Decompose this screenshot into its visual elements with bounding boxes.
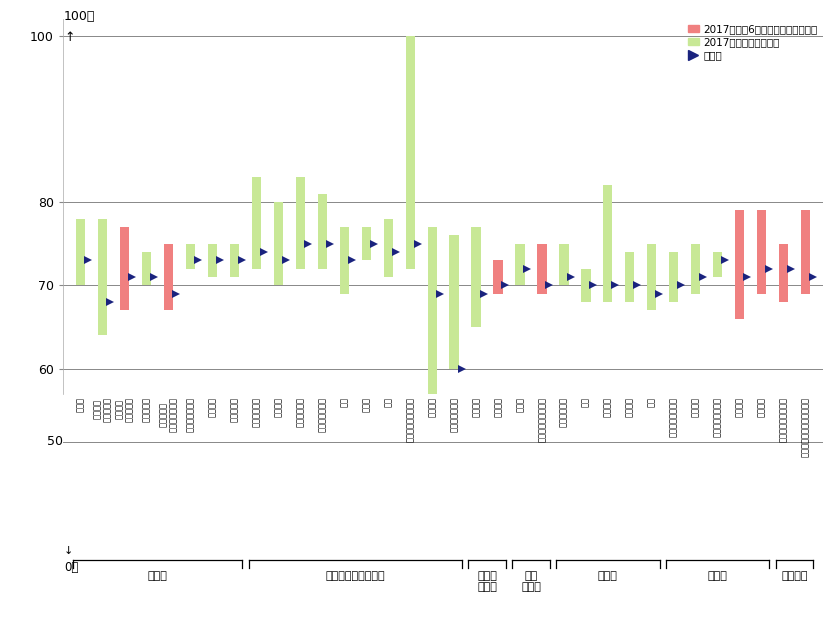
Text: コンビニ
エンストア: コンビニ エンストア <box>115 397 134 422</box>
Text: 各種専門店: 各種専門店 <box>230 397 239 422</box>
Bar <box>449 236 459 369</box>
Text: 通信・
物流系: 通信・ 物流系 <box>477 571 497 592</box>
Bar <box>274 202 283 285</box>
Legend: 2017年度第6回（今回）発表の業種, 2017年度調査済の業種, 中央値: 2017年度第6回（今回）発表の業種, 2017年度調査済の業種, 中央値 <box>688 24 818 60</box>
Text: スーパー
マーケット: スーパー マーケット <box>93 397 113 422</box>
Text: 生活
支援系: 生活 支援系 <box>521 571 541 592</box>
Bar <box>296 177 305 269</box>
Bar <box>581 269 591 302</box>
Text: 国際航空: 国際航空 <box>428 397 437 417</box>
Text: ドラッグストア: ドラッグストア <box>186 397 195 432</box>
Bar <box>406 35 415 269</box>
Bar <box>801 210 811 294</box>
Text: 0点: 0点 <box>64 561 78 574</box>
Text: パーリーグ野球観戦: パーリーグ野球観戦 <box>780 397 788 442</box>
Text: 銀行: 銀行 <box>581 397 591 407</box>
Bar <box>735 210 744 319</box>
Text: 生命保险: 生命保险 <box>603 397 612 417</box>
Text: 損害保险: 損害保险 <box>625 397 634 417</box>
Text: シティホテル: シティホテル <box>296 397 305 427</box>
Bar <box>164 244 173 311</box>
Bar <box>625 252 634 302</box>
Text: 宅配便: 宅配便 <box>516 397 524 412</box>
Text: 衣料品店: 衣料品店 <box>208 397 217 417</box>
Bar <box>98 219 108 335</box>
Text: 教育サービス: 教育サービス <box>559 397 569 427</box>
Bar <box>559 244 569 285</box>
Bar <box>384 219 393 277</box>
Bar <box>779 244 788 302</box>
Text: ガス小売: ガス小売 <box>757 397 766 417</box>
Bar <box>230 244 239 277</box>
Text: クレジットカード: クレジットカード <box>669 397 678 437</box>
Text: 旅行: 旅行 <box>384 397 392 407</box>
Bar <box>339 227 349 294</box>
Bar <box>120 227 129 311</box>
Text: 証券: 証券 <box>648 397 656 407</box>
Bar <box>757 210 766 294</box>
Bar <box>142 252 151 285</box>
Text: 銀行（借入・貯蓄・投資）: 銀行（借入・貯蓄・投資） <box>801 397 810 457</box>
Text: 百貨店: 百貨店 <box>76 397 85 412</box>
Text: 近郊鉄道: 近郊鉄道 <box>471 397 480 417</box>
Text: 特別調査: 特別調査 <box>781 571 808 581</box>
Text: 住設機器サービス: 住設機器サービス <box>713 397 722 437</box>
Text: フィットネスクラブ: フィットネスクラブ <box>538 397 547 442</box>
Text: 携帯電話: 携帯電話 <box>494 397 502 417</box>
Text: 飲食: 飲食 <box>339 397 349 407</box>
Text: ↑: ↑ <box>64 32 75 44</box>
Bar <box>207 244 217 277</box>
Text: 金融系: 金融系 <box>598 571 618 581</box>
Bar <box>669 252 679 302</box>
Text: 50: 50 <box>47 435 64 449</box>
Bar <box>713 252 722 277</box>
Bar <box>538 244 547 294</box>
Text: エンタテインメント: エンタテインメント <box>406 397 415 442</box>
Bar <box>603 185 612 302</box>
Bar <box>318 194 327 269</box>
Text: 国内長距離交通: 国内長距離交通 <box>449 397 459 432</box>
Bar <box>516 244 525 285</box>
Bar <box>252 177 261 269</box>
Bar <box>493 260 502 294</box>
Text: その他: その他 <box>708 571 727 581</box>
Text: ↓: ↓ <box>64 546 73 556</box>
Bar <box>76 219 85 285</box>
Bar <box>428 227 437 394</box>
Text: 観光・飲食・交通系: 観光・飲食・交通系 <box>325 571 385 581</box>
Bar <box>647 244 656 311</box>
Text: ビジネスホテル: ビジネスホテル <box>318 397 327 432</box>
Text: 小売系: 小売系 <box>148 571 167 581</box>
Text: 家電量販店: 家電量販店 <box>142 397 151 422</box>
Text: 生活用品店
ホームセンター: 生活用品店 ホームセンター <box>159 397 178 432</box>
Bar <box>691 244 701 294</box>
Bar <box>471 227 480 327</box>
Text: 通信販売: 通信販売 <box>274 397 283 417</box>
Bar <box>186 244 195 269</box>
Text: 自動車販売店: 自動車販売店 <box>252 397 261 427</box>
Text: カフェ: カフェ <box>362 397 370 412</box>
Bar <box>361 227 370 260</box>
Text: 事務機器: 事務機器 <box>691 397 701 417</box>
Text: 100点: 100点 <box>64 10 96 23</box>
Text: 電力小売: 電力小売 <box>735 397 744 417</box>
